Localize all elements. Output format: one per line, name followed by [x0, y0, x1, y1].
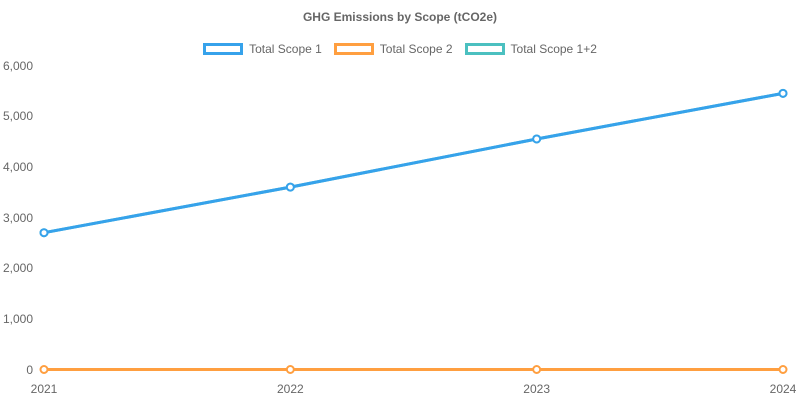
- legend-swatch-total-scope-1: [203, 43, 244, 55]
- series-line-total-scope-1: [43, 91, 784, 235]
- y-tick-label-5000: 5,000: [2, 109, 33, 124]
- legend-item-total-scope-1[interactable]: Total Scope 1: [203, 42, 322, 56]
- data-point-total-scope-2-2022[interactable]: [285, 365, 295, 374]
- x-tick-label-2024: 2024: [769, 382, 797, 396]
- data-point-total-scope-1-2024[interactable]: [778, 88, 788, 98]
- data-point-total-scope-2-2021[interactable]: [39, 365, 49, 374]
- data-point-total-scope-2-2024[interactable]: [778, 365, 788, 374]
- y-tick-label-0: 0: [26, 362, 33, 377]
- y-tick-label-1000: 1,000: [2, 311, 33, 326]
- legend-item-total-scope-1-2[interactable]: Total Scope 1+2: [464, 42, 597, 56]
- data-point-total-scope-1-2023[interactable]: [532, 134, 542, 144]
- data-point-total-scope-1-2022[interactable]: [285, 182, 295, 192]
- chart-title: GHG Emissions by Scope (tCO2e): [302, 10, 498, 24]
- data-point-total-scope-1-2021[interactable]: [39, 228, 49, 238]
- x-tick-label-2022: 2022: [276, 382, 304, 396]
- y-tick-label-3000: 3,000: [2, 210, 33, 225]
- legend-swatch-total-scope-2: [333, 43, 374, 55]
- legend-swatch-total-scope-1-2: [464, 43, 505, 55]
- chart-legend: Total Scope 1 Total Scope 2 Total Scope …: [0, 42, 800, 56]
- y-tick-label-2000: 2,000: [2, 261, 33, 276]
- data-point-total-scope-2-2023[interactable]: [532, 365, 542, 374]
- legend-label: Total Scope 2: [379, 42, 453, 56]
- x-tick-label-2021: 2021: [30, 382, 58, 396]
- legend-label: Total Scope 1: [249, 42, 322, 56]
- x-tick-label-2023: 2023: [523, 382, 551, 396]
- y-tick-label-4000: 4,000: [2, 159, 33, 174]
- legend-label: Total Scope 1+2: [510, 42, 597, 56]
- legend-item-total-scope-2[interactable]: Total Scope 2: [333, 42, 453, 56]
- y-tick-label-6000: 6,000: [2, 58, 33, 73]
